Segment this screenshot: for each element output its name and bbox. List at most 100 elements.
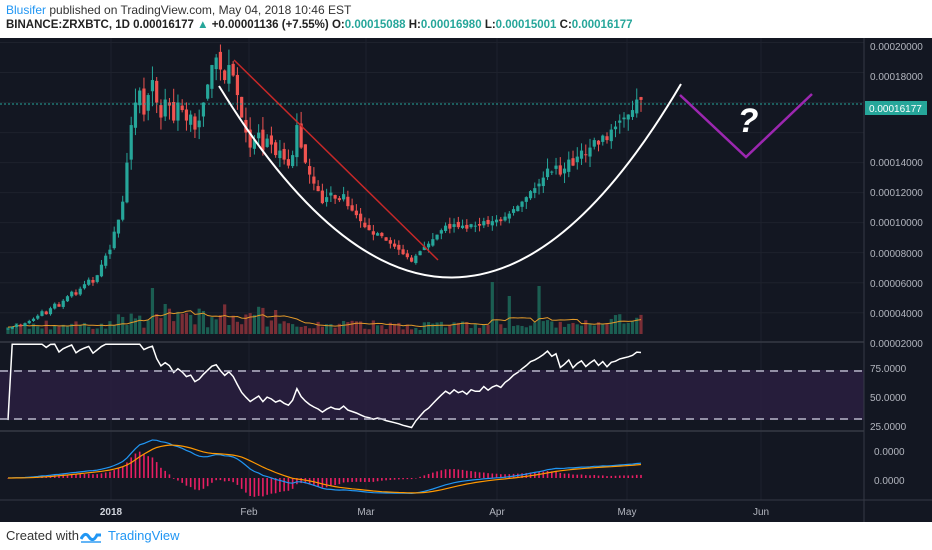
volume-bar <box>507 296 511 334</box>
rsi-band <box>0 370 864 420</box>
trend-line[interactable] <box>233 59 439 261</box>
last-price-tag-text: 0.00016177 <box>869 104 922 115</box>
candle-body <box>380 232 384 237</box>
trading-chart[interactable]: ? 0.00020000 0.00018000 0.00014000 0.000… <box>0 38 932 522</box>
candle-body <box>116 219 121 234</box>
volume-bar <box>23 323 27 334</box>
candle-body <box>27 320 31 324</box>
candle-body <box>448 223 452 229</box>
time-tick: Jun <box>753 507 769 518</box>
histogram-bar <box>164 470 166 478</box>
volume-bar <box>274 310 278 334</box>
candle-body <box>320 190 324 204</box>
histogram-bar <box>206 478 209 487</box>
volume-bar <box>325 324 329 334</box>
author-link[interactable]: Blusifer <box>6 3 47 17</box>
candle-body <box>528 191 533 199</box>
candle-body <box>278 150 282 159</box>
candle-body <box>53 303 57 309</box>
volume-bar <box>605 323 609 334</box>
candle-body <box>388 240 392 244</box>
histogram-bar <box>576 474 579 478</box>
histogram-bar <box>385 478 387 481</box>
time-tick: Apr <box>489 507 505 518</box>
histogram-bar <box>500 474 502 478</box>
volume-bar <box>473 323 477 334</box>
tradingview-link[interactable]: TradingView <box>108 528 180 543</box>
histogram-bar <box>138 451 141 478</box>
candle-body <box>172 102 176 121</box>
histogram-bar <box>347 478 349 483</box>
candle-body <box>490 221 494 226</box>
candle-body <box>626 114 630 120</box>
histogram-bar <box>70 473 73 478</box>
volume-bar <box>265 326 269 334</box>
candle-body <box>44 311 48 315</box>
histogram-bar <box>432 472 434 478</box>
histogram-bar <box>368 478 370 482</box>
histogram-bar <box>338 478 341 485</box>
volume-bars <box>6 282 643 334</box>
candle-body <box>601 135 605 142</box>
volume-bar <box>27 328 31 334</box>
histogram-bar <box>376 478 379 482</box>
candle-body <box>312 176 316 184</box>
volume-bar <box>397 322 401 334</box>
price-axis[interactable] <box>864 38 932 522</box>
volume-bar <box>193 324 197 334</box>
close-value: 0.00016177 <box>571 19 633 31</box>
histogram-bar <box>550 471 553 478</box>
volume-bar <box>14 323 19 334</box>
candle-body <box>303 144 307 163</box>
volume-bar <box>163 304 167 334</box>
volume-bar <box>613 315 618 334</box>
histogram-bar <box>160 467 162 478</box>
candle-body <box>176 102 180 121</box>
time-axis[interactable]: 2018 Feb Mar Apr May Jun <box>100 507 769 518</box>
candle-body <box>286 159 290 166</box>
volume-bar <box>299 326 303 334</box>
price-tick: 0.00004000 <box>870 309 923 320</box>
candle-body <box>397 244 401 250</box>
histogram-bar <box>100 473 103 478</box>
histogram-bar <box>334 478 336 486</box>
candle-body <box>384 237 388 241</box>
question-mark: ? <box>738 102 759 140</box>
candle-body <box>635 99 639 114</box>
candle-body <box>588 147 592 157</box>
volume-bar <box>567 323 571 334</box>
volume-bar <box>439 321 443 334</box>
candle-body <box>36 315 40 319</box>
volume-bar <box>584 320 588 334</box>
cup-curve[interactable] <box>218 83 682 279</box>
histogram-bar <box>584 475 587 478</box>
tradingview-logo-icon[interactable] <box>80 527 102 545</box>
volume-bar <box>516 325 520 334</box>
candle-body <box>201 102 206 117</box>
rsi-tick: 75.0000 <box>870 364 907 375</box>
candle-body <box>376 233 380 236</box>
volume-bar <box>418 329 422 334</box>
candle-body <box>14 324 19 327</box>
projection-path[interactable] <box>679 93 813 159</box>
price-tick: 0.00012000 <box>870 188 923 199</box>
histogram-bar <box>92 474 94 478</box>
volume-bar <box>329 324 333 334</box>
volume-bar <box>384 329 388 334</box>
open-value: 0.00015088 <box>344 19 406 31</box>
volume-bar <box>630 321 635 334</box>
volume-bar <box>308 328 312 334</box>
volume-bar <box>486 325 490 334</box>
candle-body <box>618 120 622 123</box>
histogram-bar <box>215 478 217 481</box>
candle-body <box>592 140 596 147</box>
candle-body <box>409 257 414 262</box>
candle-body <box>537 183 541 187</box>
histogram-bar <box>470 471 472 478</box>
candle-body <box>74 292 78 295</box>
volume-bar <box>422 322 426 334</box>
volume-bar <box>36 326 40 334</box>
candle-body <box>422 246 426 250</box>
volume-bar <box>414 327 418 334</box>
histogram-bar <box>121 466 124 478</box>
